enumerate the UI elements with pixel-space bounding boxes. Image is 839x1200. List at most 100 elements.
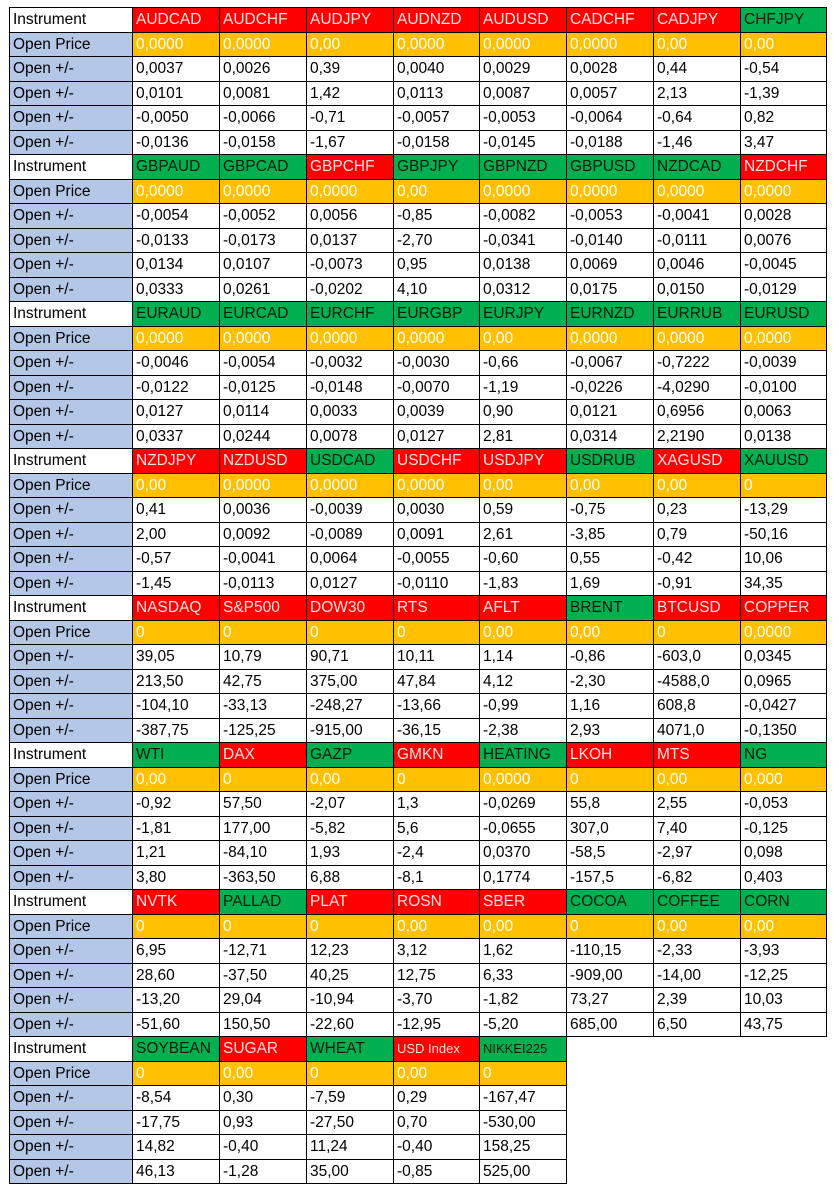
- value-cell[interactable]: -0,0089: [306, 521, 394, 547]
- value-cell[interactable]: 35,00: [306, 1158, 394, 1184]
- value-cell[interactable]: -22,60: [306, 1011, 394, 1037]
- value-cell[interactable]: -4,0290: [653, 374, 741, 400]
- value-cell[interactable]: 0,44: [653, 56, 741, 82]
- instrument-cell[interactable]: GBPCAD: [219, 154, 307, 180]
- value-cell[interactable]: -157,5: [566, 864, 654, 890]
- value-cell[interactable]: -1,82: [479, 987, 567, 1013]
- value-cell[interactable]: -248,27: [306, 693, 394, 719]
- open-price-cell[interactable]: 0: [132, 619, 220, 645]
- value-cell[interactable]: -0,0100: [740, 374, 827, 400]
- value-cell[interactable]: -387,75: [132, 717, 220, 743]
- value-cell[interactable]: -0,85: [393, 1158, 480, 1184]
- value-cell[interactable]: -0,0053: [479, 105, 567, 131]
- value-cell[interactable]: 0,6956: [653, 399, 741, 425]
- instrument-cell[interactable]: NZDCAD: [653, 154, 741, 180]
- open-price-cell[interactable]: 0,0000: [566, 31, 654, 57]
- value-cell[interactable]: 12,23: [306, 938, 394, 964]
- value-cell[interactable]: 39,05: [132, 644, 220, 670]
- instrument-cell[interactable]: GBPNZD: [479, 154, 567, 180]
- instrument-cell[interactable]: EURNZD: [566, 301, 654, 327]
- value-cell[interactable]: 5,6: [393, 815, 480, 841]
- open-price-cell[interactable]: 0,0000: [740, 178, 827, 204]
- value-cell[interactable]: -0,64: [653, 105, 741, 131]
- value-cell[interactable]: 6,33: [479, 962, 567, 988]
- value-cell[interactable]: 0,39: [306, 56, 394, 82]
- instrument-cell[interactable]: MTS: [653, 742, 741, 768]
- open-price-cell[interactable]: 0,00: [653, 472, 741, 498]
- open-price-cell[interactable]: 0,0000: [479, 178, 567, 204]
- value-cell[interactable]: 2,00: [132, 521, 220, 547]
- value-cell[interactable]: -27,50: [306, 1109, 394, 1135]
- instrument-cell[interactable]: GBPAUD: [132, 154, 220, 180]
- open-price-cell[interactable]: 0: [306, 913, 394, 939]
- value-cell[interactable]: -0,053: [740, 791, 827, 817]
- instrument-cell[interactable]: DOW30: [306, 595, 394, 621]
- value-cell[interactable]: -0,0041: [219, 546, 307, 572]
- value-cell[interactable]: 0,0113: [393, 80, 480, 106]
- open-price-cell[interactable]: 0,0000: [740, 619, 827, 645]
- value-cell[interactable]: 55,8: [566, 791, 654, 817]
- value-cell[interactable]: 0,0312: [479, 276, 567, 302]
- instrument-cell[interactable]: RTS: [393, 595, 480, 621]
- value-cell[interactable]: -0,40: [219, 1134, 307, 1160]
- open-price-cell[interactable]: 0,000: [740, 766, 827, 792]
- value-cell[interactable]: -4588,0: [653, 668, 741, 694]
- open-price-cell[interactable]: 0,00: [479, 913, 567, 939]
- value-cell[interactable]: -0,0073: [306, 252, 394, 278]
- instrument-cell[interactable]: USDJPY: [479, 448, 567, 474]
- value-cell[interactable]: 1,3: [393, 791, 480, 817]
- value-cell[interactable]: -0,0129: [740, 276, 827, 302]
- instrument-cell[interactable]: NZDJPY: [132, 448, 220, 474]
- value-cell[interactable]: -0,0039: [740, 350, 827, 376]
- value-cell[interactable]: 307,0: [566, 815, 654, 841]
- value-cell[interactable]: 0,0028: [740, 203, 827, 229]
- instrument-cell[interactable]: GBPJPY: [393, 154, 480, 180]
- instrument-cell[interactable]: CHFJPY: [740, 7, 827, 33]
- open-price-cell[interactable]: 0: [219, 766, 307, 792]
- instrument-cell[interactable]: EURRUB: [653, 301, 741, 327]
- value-cell[interactable]: 1,16: [566, 693, 654, 719]
- value-cell[interactable]: -0,75: [566, 497, 654, 523]
- value-cell[interactable]: 608,8: [653, 693, 741, 719]
- value-cell[interactable]: -0,0064: [566, 105, 654, 131]
- open-price-cell[interactable]: 0: [306, 619, 394, 645]
- open-price-cell[interactable]: 0,0000: [132, 31, 220, 57]
- value-cell[interactable]: -8,54: [132, 1085, 220, 1111]
- value-cell[interactable]: 1,62: [479, 938, 567, 964]
- open-price-cell[interactable]: 0,0000: [219, 472, 307, 498]
- open-price-cell[interactable]: 0,0000: [393, 325, 480, 351]
- value-cell[interactable]: 57,50: [219, 791, 307, 817]
- value-cell[interactable]: 158,25: [479, 1134, 567, 1160]
- value-cell[interactable]: -0,0054: [132, 203, 220, 229]
- value-cell[interactable]: -125,25: [219, 717, 307, 743]
- open-price-cell[interactable]: 0,0000: [653, 178, 741, 204]
- open-price-cell[interactable]: 0,00: [393, 178, 480, 204]
- open-price-cell[interactable]: 0: [566, 913, 654, 939]
- value-cell[interactable]: 0,59: [479, 497, 567, 523]
- value-cell[interactable]: 0,0056: [306, 203, 394, 229]
- value-cell[interactable]: -0,0030: [393, 350, 480, 376]
- value-cell[interactable]: -17,75: [132, 1109, 220, 1135]
- value-cell[interactable]: -12,25: [740, 962, 827, 988]
- value-cell[interactable]: -0,0053: [566, 203, 654, 229]
- value-cell[interactable]: 0,79: [653, 521, 741, 547]
- value-cell[interactable]: -14,00: [653, 962, 741, 988]
- value-cell[interactable]: 11,24: [306, 1134, 394, 1160]
- value-cell[interactable]: -8,1: [393, 864, 480, 890]
- open-price-cell[interactable]: 0: [566, 766, 654, 792]
- open-price-cell[interactable]: 0,00: [306, 31, 394, 57]
- value-cell[interactable]: -0,0067: [566, 350, 654, 376]
- open-price-cell[interactable]: 0,00: [306, 766, 394, 792]
- value-cell[interactable]: -0,0133: [132, 227, 220, 253]
- open-price-cell[interactable]: 0,0000: [306, 325, 394, 351]
- value-cell[interactable]: -1,83: [479, 570, 567, 596]
- value-cell[interactable]: -0,0269: [479, 791, 567, 817]
- value-cell[interactable]: -13,20: [132, 987, 220, 1013]
- value-cell[interactable]: 0,30: [219, 1085, 307, 1111]
- value-cell[interactable]: -0,0158: [219, 129, 307, 155]
- value-cell[interactable]: -0,66: [479, 350, 567, 376]
- value-cell[interactable]: -0,0057: [393, 105, 480, 131]
- value-cell[interactable]: -0,0427: [740, 693, 827, 719]
- value-cell[interactable]: 0,403: [740, 864, 827, 890]
- value-cell[interactable]: 0,0127: [306, 570, 394, 596]
